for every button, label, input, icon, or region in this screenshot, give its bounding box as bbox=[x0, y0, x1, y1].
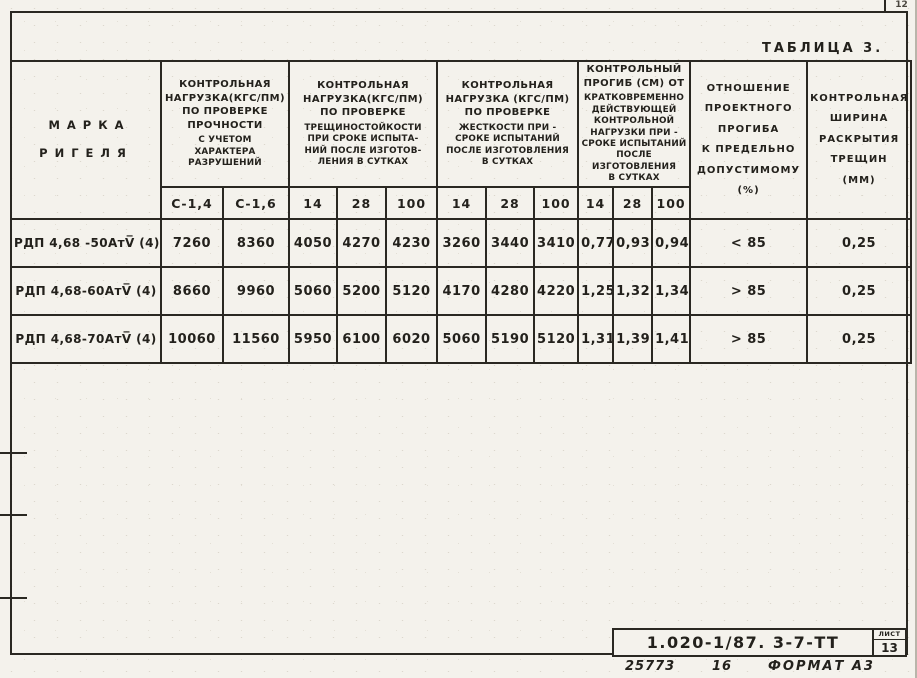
header-group-deflection-main: КОНТРОЛЬНЫЙ ПРОГИБ (СМ) ОТ bbox=[583, 64, 685, 89]
subheader-c14: С-1,4 bbox=[160, 186, 224, 220]
table-cell: 3410 bbox=[533, 218, 580, 268]
corner-page-mark: 12 bbox=[884, 0, 917, 13]
table-cell: 5060 bbox=[436, 314, 488, 364]
table-cell: 4280 bbox=[485, 266, 536, 316]
stamp-code: 16 bbox=[712, 659, 733, 674]
header-group-deflection-sub: КРАТКОВРЕМЕННО ДЕЙСТВУЮЩЕЙ КОНТРОЛЬНОЙ Н… bbox=[581, 93, 687, 184]
table-cell: > 85 bbox=[689, 314, 809, 364]
control-loads-table: МАРКА РИГЕЛЯ КОНТРОЛЬНАЯ НАГРУЗКА(КГС/ПМ… bbox=[10, 60, 913, 364]
table-cell: 3440 bbox=[485, 218, 536, 268]
header-crack-width: КОНТРОЛЬНАЯ ШИРИНА РАСКРЫТИЯ ТРЕЩИН (ММ) bbox=[806, 60, 913, 220]
header-ratio: ОТНОШЕНИЕ ПРОЕКТНОГО ПРОГИБА К ПРЕДЕЛЬНО… bbox=[689, 60, 809, 220]
document-number: 1.020-1/87. 3-7-ТТ bbox=[646, 633, 840, 652]
table-row: РДП 4,68 -50АтV̅ (4) 7260 8360 4050 4270… bbox=[10, 218, 913, 268]
table-row: РДП 4,68-70АтV̅ (4) 10060 11560 5950 610… bbox=[10, 314, 913, 364]
table-cell: 11560 bbox=[222, 314, 290, 364]
table-cell: 4220 bbox=[533, 266, 580, 316]
table-cell: 5200 bbox=[336, 266, 387, 316]
format-label: ФОРМАТ А3 bbox=[768, 659, 875, 674]
table-cell: 1,32 bbox=[612, 266, 654, 316]
subheader-c16: С-1,6 bbox=[222, 186, 290, 220]
table-cell: 5120 bbox=[384, 266, 439, 316]
table-cell: 10060 bbox=[160, 314, 224, 364]
table-cell: 1,31 bbox=[577, 314, 615, 364]
subheader-defl-28: 28 bbox=[612, 186, 654, 220]
table-cell: 1,34 bbox=[651, 266, 692, 316]
subheader-crack-14: 14 bbox=[288, 186, 338, 220]
title-block: 1.020-1/87. 3-7-ТТ ЛИСТ 13 bbox=[612, 628, 907, 657]
table-cell: 1,41 bbox=[651, 314, 692, 364]
table-cell: 0,25 bbox=[806, 266, 913, 316]
table-cell: 0,94 bbox=[651, 218, 692, 268]
header-marka: МАРКА РИГЕЛЯ bbox=[10, 60, 162, 220]
table-cell: < 85 bbox=[689, 218, 809, 268]
header-group-stiffness-main: КОНТРОЛЬНАЯ НАГРУЗКА (КГС/ПМ) ПО ПРОВЕРК… bbox=[445, 80, 570, 119]
subheader-defl-14: 14 bbox=[577, 186, 615, 220]
corner-page-number: 12 bbox=[895, 0, 908, 10]
table-cell: 1,39 bbox=[612, 314, 654, 364]
table-cell: 5950 bbox=[288, 314, 338, 364]
table-cell: 8360 bbox=[222, 218, 290, 268]
header-group-strength: КОНТРОЛЬНАЯ НАГРУЗКА(КГС/ПМ) ПО ПРОВЕРКЕ… bbox=[160, 60, 290, 188]
header-group-cracking-sub: ТРЕЩИНОСТОЙКОСТИ ПРИ СРОКЕ ИСПЫТА- НИЙ П… bbox=[304, 122, 422, 168]
header-ratio-label: ОТНОШЕНИЕ ПРОЕКТНОГО ПРОГИБА К ПРЕДЕЛЬНО… bbox=[697, 82, 801, 197]
table-cell: 9960 bbox=[222, 266, 290, 316]
table-caption: ТАБЛИЦА 3. bbox=[762, 41, 884, 56]
scan-edge bbox=[915, 0, 917, 678]
header-group-stiffness-sub: ЖЕСТКОСТИ ПРИ - СРОКЕ ИСПЫТАНИЙ ПОСЛЕ ИЗ… bbox=[446, 122, 570, 168]
table-cell: 8660 bbox=[160, 266, 224, 316]
table-cell: 0,77 bbox=[577, 218, 615, 268]
sheet-number: 13 bbox=[881, 640, 898, 655]
table-cell: 7260 bbox=[160, 218, 224, 268]
table-cell: 4170 bbox=[436, 266, 488, 316]
sheet-label: ЛИСТ bbox=[874, 630, 905, 640]
header-group-strength-sub: С УЧЕТОМ ХАРАКТЕРА РАЗРУШЕНИЙ bbox=[188, 135, 262, 169]
subheader-defl-100: 100 bbox=[651, 186, 692, 220]
stamp-number: 25773 bbox=[625, 659, 676, 674]
left-margin-tick bbox=[0, 514, 27, 516]
table-cell: 5120 bbox=[533, 314, 580, 364]
table-cell: 6100 bbox=[336, 314, 387, 364]
subheader-stiff-28: 28 bbox=[485, 186, 536, 220]
table-row: РДП 4,68-60АтV̅ (4) 8660 9960 5060 5200 … bbox=[10, 266, 913, 316]
table-cell: 0,25 bbox=[806, 218, 913, 268]
left-margin-tick bbox=[0, 597, 27, 599]
subheader-crack-28: 28 bbox=[336, 186, 387, 220]
table-cell: 4230 bbox=[384, 218, 439, 268]
table-cell: 1,25 bbox=[577, 266, 615, 316]
subheader-crack-100: 100 bbox=[384, 186, 439, 220]
subheader-stiff-100: 100 bbox=[533, 186, 580, 220]
table-cell: 4050 bbox=[288, 218, 338, 268]
table-cell: > 85 bbox=[689, 266, 809, 316]
row-mark: РДП 4,68 -50АтV̅ (4) bbox=[10, 218, 162, 268]
header-group-stiffness: КОНТРОЛЬНАЯ НАГРУЗКА (КГС/ПМ) ПО ПРОВЕРК… bbox=[436, 60, 580, 188]
table-cell: 6020 bbox=[384, 314, 439, 364]
sheet-box: ЛИСТ 13 bbox=[872, 630, 905, 655]
table-cell: 3260 bbox=[436, 218, 488, 268]
table-cell: 5190 bbox=[485, 314, 536, 364]
table-cell: 0,25 bbox=[806, 314, 913, 364]
row-mark: РДП 4,68-70АтV̅ (4) bbox=[10, 314, 162, 364]
table-cell: 0,93 bbox=[612, 218, 654, 268]
subheader-stiff-14: 14 bbox=[436, 186, 488, 220]
header-group-cracking: КОНТРОЛЬНАЯ НАГРУЗКА(КГС/ПМ) ПО ПРОВЕРКЕ… bbox=[287, 60, 439, 188]
table-cell: 4270 bbox=[336, 218, 387, 268]
header-group-deflection: КОНТРОЛЬНЫЙ ПРОГИБ (СМ) ОТ КРАТКОВРЕМЕНН… bbox=[577, 60, 692, 188]
header-group-strength-main: КОНТРОЛЬНАЯ НАГРУЗКА(КГС/ПМ) ПО ПРОВЕРКЕ… bbox=[165, 79, 285, 131]
row-mark: РДП 4,68-60АтV̅ (4) bbox=[10, 266, 162, 316]
header-marka-label: МАРКА РИГЕЛЯ bbox=[39, 118, 133, 160]
table-cell: 5060 bbox=[288, 266, 338, 316]
left-margin-tick bbox=[0, 452, 27, 454]
header-group-cracking-main: КОНТРОЛЬНАЯ НАГРУЗКА(КГС/ПМ) ПО ПРОВЕРКЕ bbox=[303, 80, 423, 119]
header-crack-width-label: КОНТРОЛЬНАЯ ШИРИНА РАСКРЫТИЯ ТРЕЩИН (ММ) bbox=[810, 92, 909, 186]
